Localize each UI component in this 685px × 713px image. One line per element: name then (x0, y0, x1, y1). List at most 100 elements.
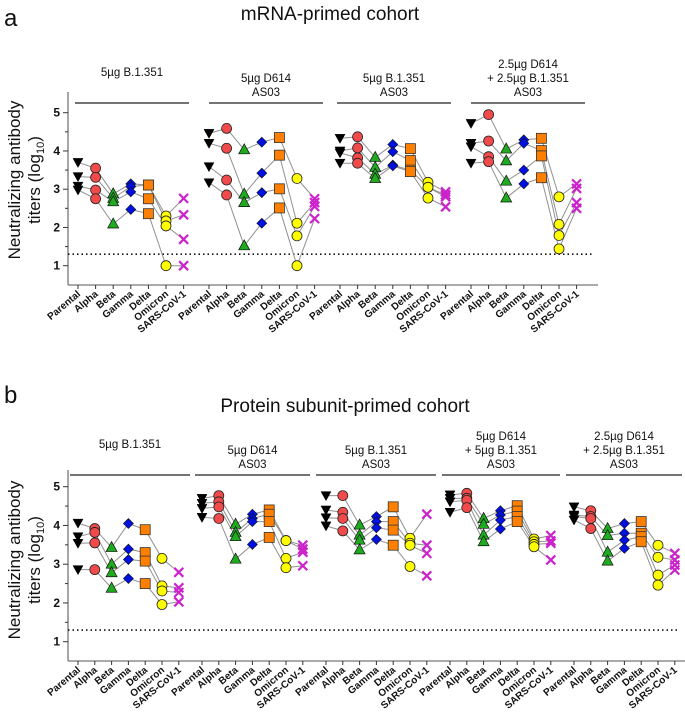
point-alpha (221, 189, 233, 201)
point-delta (635, 536, 647, 548)
point-gamma (618, 518, 630, 529)
point-alpha (90, 193, 101, 205)
group: 5µg B.1.351AS03ParentalAlphaBetaGammaDel… (308, 73, 451, 336)
point-gamma (370, 522, 382, 534)
point-delta (263, 532, 275, 543)
group-label: 5µg D614 (476, 431, 527, 443)
point-beta (500, 142, 513, 154)
group-label: + 2.5µg B.1.351 (583, 445, 665, 457)
group-label: AS03 (487, 459, 515, 471)
group-label: AS03 (252, 87, 280, 99)
point-omicron (652, 551, 664, 563)
group: 5µg D614AS03ParentalAlphaBetaGammaDeltaO… (177, 73, 323, 336)
point-delta (387, 539, 399, 551)
point-delta (536, 150, 547, 162)
y-tick-label: 5 (53, 106, 60, 120)
point-sars-cov-1 (297, 546, 309, 558)
point-alpha (483, 109, 495, 121)
point-gamma (122, 573, 134, 584)
point-alpha (213, 501, 225, 513)
point-beta (477, 517, 490, 529)
y-axis-label-sub: 10 (35, 522, 47, 534)
point-delta (142, 208, 154, 220)
point-beta (105, 540, 118, 552)
group-label: AS03 (610, 459, 638, 471)
y-axis-label-sub: 10 (35, 142, 47, 154)
point-sars-cov-1 (545, 537, 557, 549)
group-label: 5µg B.1.351 (101, 67, 163, 79)
point-sars-cov-1 (178, 193, 189, 204)
point-alpha (337, 490, 349, 502)
point-beta (238, 239, 251, 251)
y-axis-label-line1: Neutralizing antibody (5, 480, 24, 639)
point-sars-cov-1 (669, 564, 681, 576)
point-alpha (585, 523, 597, 534)
point-gamma (518, 178, 530, 190)
panel-label: b (4, 382, 17, 409)
point-parental (72, 158, 84, 168)
point-parental (320, 513, 332, 524)
point-gamma (387, 146, 399, 158)
point-gamma (125, 186, 137, 198)
point-delta (387, 524, 399, 536)
point-omicron (553, 230, 565, 241)
point-omicron (404, 561, 416, 572)
point-delta (139, 524, 151, 536)
point-gamma (618, 542, 630, 554)
point-parental (568, 502, 580, 513)
point-delta (404, 143, 416, 155)
y-tick-label: 3 (53, 182, 60, 196)
y-tick-label: 4 (53, 144, 60, 158)
point-beta (105, 565, 118, 578)
group-label: AS03 (380, 87, 408, 99)
point-beta (353, 518, 366, 530)
point-sars-cov-1 (178, 234, 189, 245)
point-parental (72, 539, 84, 549)
group: 5µg D614+ 5µg B.1.351AS03ParentalAlphaBe… (418, 431, 560, 712)
point-gamma (518, 137, 530, 149)
point-alpha (461, 502, 473, 514)
point-parental (465, 158, 477, 169)
point-alpha (585, 513, 597, 524)
point-omicron (291, 230, 303, 242)
y-tick-label: 1 (53, 259, 60, 273)
y-tick-label: 5 (53, 480, 60, 494)
point-sars-cov-1 (571, 183, 582, 194)
point-parental (334, 148, 346, 159)
point-omicron (422, 181, 434, 193)
point-sars-cov-1 (297, 560, 309, 572)
group-label: 5µg B.1.351 (345, 445, 407, 457)
point-delta (273, 183, 285, 195)
point-alpha (352, 142, 364, 154)
y-tick-label: 1 (53, 635, 60, 649)
point-delta (404, 155, 416, 166)
point-alpha (483, 156, 495, 168)
y-axis-label: Neutralizing antibodytiters (log10) (5, 100, 47, 259)
point-alpha (89, 537, 101, 549)
point-delta (536, 132, 547, 144)
point-omicron (422, 192, 434, 204)
point-gamma (122, 543, 134, 555)
point-parental (196, 513, 208, 523)
point-beta (369, 171, 382, 183)
group: 2.5µg D614+ 2.5µg B.1.351AS03ParentalAlp… (542, 431, 682, 712)
point-delta (273, 149, 285, 161)
point-sars-cov-1 (309, 213, 320, 224)
point-omicron (156, 599, 168, 610)
point-gamma (122, 554, 134, 565)
point-omicron (652, 569, 664, 581)
point-parental (196, 504, 208, 514)
point-sars-cov-1 (309, 201, 320, 212)
point-parental (334, 158, 346, 169)
point-sars-cov-1 (545, 535, 557, 547)
panel-label: a (4, 5, 18, 32)
point-omicron (528, 541, 540, 553)
point-alpha (483, 135, 495, 147)
y-tick-label: 3 (53, 557, 60, 571)
point-alpha (221, 142, 233, 154)
y-axis-label-line2: titers (log (25, 534, 44, 604)
point-omicron (280, 562, 292, 574)
point-omicron (280, 552, 292, 564)
point-parental (203, 139, 215, 149)
